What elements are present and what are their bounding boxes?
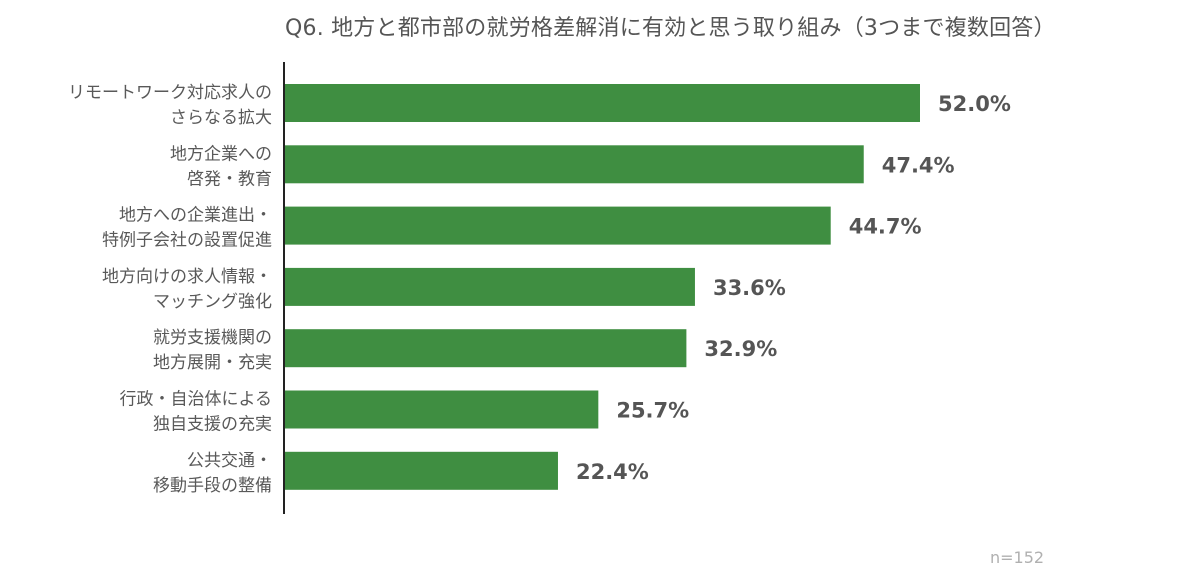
bar-2: [284, 206, 831, 245]
category-label-3-line-0: 地方向けの求人情報・: [102, 267, 272, 287]
category-label-0-line-0: リモートワーク対応求人の: [68, 83, 272, 103]
value-labels-layer: 52.0% 47.4% 44.7% 33.6% 32.9% 25.7% 22.4%: [576, 92, 1011, 484]
category-label-4-line-1: 地方展開・充実: [153, 353, 272, 373]
category-label-4-line-0: 就労支援機関の: [153, 328, 272, 348]
category-label-6-line-0: 公共交通・: [187, 451, 272, 471]
value-label-4: 32.9%: [704, 337, 777, 361]
bar-0: [284, 84, 920, 122]
category-label-5-line-0: 行政・自治体による: [120, 390, 273, 410]
chart-title: Q6. 地方と都市部の就労格差解消に有効と思う取り組み（3つまで複数回答）: [285, 16, 1056, 41]
category-label-3-line-1: マッチング強化: [153, 292, 272, 312]
category-label-0-line-1: さらなる拡大: [170, 108, 272, 128]
category-label-1-line-0: 地方企業への: [170, 144, 272, 164]
category-label-2-line-1: 特例子会社の設置促進: [102, 231, 272, 251]
category-labels-layer: リモートワーク対応求人のさらなる拡大地方企業への啓発・教育地方への企業進出・特例…: [68, 83, 272, 496]
value-label-1: 47.4%: [882, 153, 955, 177]
bars-layer: [284, 84, 920, 490]
value-label-3: 33.6%: [713, 276, 786, 300]
bar-5: [284, 390, 599, 429]
value-label-2: 44.7%: [849, 215, 922, 239]
value-label-0: 52.0%: [938, 92, 1011, 116]
sample-size-note: n=152: [990, 548, 1045, 567]
value-label-6: 22.4%: [576, 460, 649, 484]
value-label-5: 25.7%: [616, 399, 689, 423]
bar-4: [284, 329, 687, 368]
category-label-1-line-1: 啓発・教育: [187, 169, 272, 189]
bar-6: [284, 451, 558, 490]
category-label-6-line-1: 移動手段の整備: [153, 476, 272, 496]
category-label-2-line-0: 地方への企業進出・: [119, 206, 272, 226]
bar-1: [284, 145, 864, 184]
category-label-5-line-1: 独自支援の充実: [153, 415, 272, 435]
bar-3: [284, 267, 695, 306]
